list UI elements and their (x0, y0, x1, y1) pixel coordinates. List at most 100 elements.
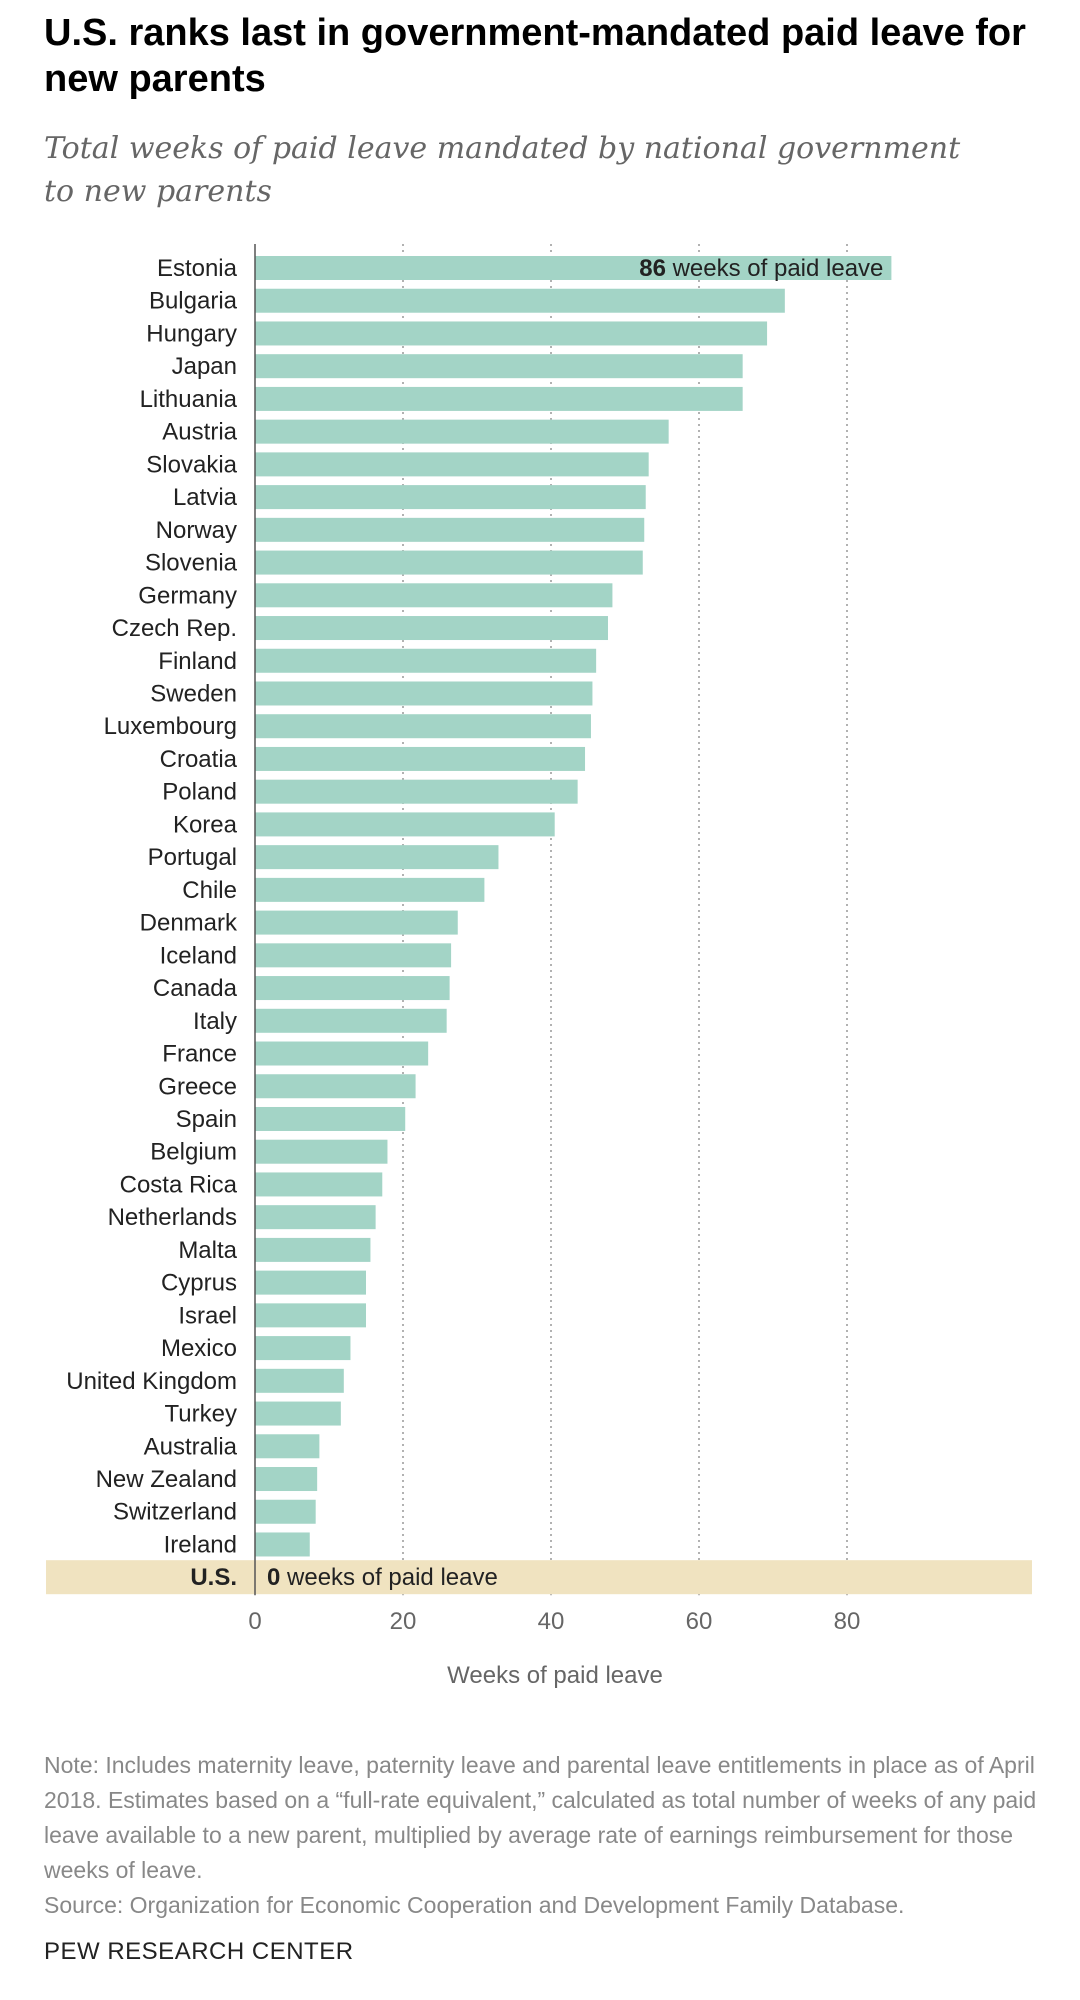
category-label-chile: Chile (182, 877, 237, 904)
annotation-text-u-s: weeks of paid leave (280, 1564, 497, 1591)
category-label-u-s: U.S. (190, 1564, 237, 1591)
x-axis-title: Weeks of paid leave (447, 1662, 663, 1689)
bar-mexico (255, 1336, 351, 1361)
bar-israel (255, 1303, 366, 1328)
bar-croatia (255, 746, 586, 771)
category-label-korea: Korea (173, 811, 238, 838)
bar-finland (255, 648, 597, 673)
category-label-france: France (162, 1041, 237, 1068)
bar-latvia (255, 485, 646, 510)
bar-denmark (255, 910, 458, 935)
bar-slovenia (255, 550, 643, 575)
bar-norway (255, 517, 645, 542)
category-label-poland: Poland (162, 779, 237, 806)
bar-korea (255, 812, 555, 837)
bars (255, 256, 892, 1557)
category-label-italy: Italy (193, 1008, 237, 1035)
bar-estonia (255, 256, 892, 280)
bar-iceland (255, 943, 452, 968)
category-label-slovakia: Slovakia (146, 451, 237, 478)
annotation-value-u-s: 0 (267, 1564, 280, 1591)
category-label-cyprus: Cyprus (161, 1270, 237, 1297)
bar-france (255, 1041, 429, 1066)
category-label-sweden: Sweden (150, 680, 237, 707)
annotation-text-estonia: weeks of paid leave (666, 255, 883, 282)
bar-malta (255, 1237, 371, 1262)
bar-canada (255, 976, 450, 1001)
x-tick-label-80: 80 (834, 1608, 861, 1635)
bar-spain (255, 1106, 406, 1131)
x-tick-label-0: 0 (248, 1608, 261, 1635)
bar-belgium (255, 1139, 388, 1164)
category-label-slovenia: Slovenia (145, 550, 238, 577)
bar-slovakia (255, 452, 649, 477)
bar-costa-rica (255, 1172, 383, 1197)
category-label-lithuania: Lithuania (140, 386, 238, 413)
chart-note: Note: Includes maternity leave, paternit… (44, 1752, 1037, 1883)
bar-new-zealand (255, 1467, 318, 1492)
bar-united-kingdom (255, 1368, 344, 1393)
category-label-bulgaria: Bulgaria (149, 288, 238, 315)
bar-italy (255, 1008, 447, 1033)
category-label-croatia: Croatia (160, 746, 238, 773)
bar-czech-rep (255, 616, 608, 641)
bar-switzerland (255, 1499, 316, 1524)
x-axis-ticks: 0 20 40 60 80 (248, 1608, 860, 1635)
bar-australia (255, 1434, 320, 1459)
category-label-netherlands: Netherlands (108, 1204, 237, 1231)
category-label-finland: Finland (158, 648, 237, 675)
category-label-czech-rep: Czech Rep. (112, 615, 237, 642)
x-tick-label-20: 20 (390, 1608, 417, 1635)
bar-germany (255, 583, 613, 608)
category-label-turkey: Turkey (165, 1401, 237, 1428)
bar-poland (255, 779, 578, 804)
bar-japan (255, 354, 743, 379)
bar-greece (255, 1074, 416, 1099)
x-tick-label-40: 40 (538, 1608, 565, 1635)
category-label-iceland: Iceland (160, 942, 237, 969)
bar-chart: Estonia Bulgaria Hungary Japan Lithuania Aust… (46, 244, 1032, 1689)
category-label-canada: Canada (153, 975, 238, 1002)
bar-bulgaria (255, 288, 785, 313)
highlight-band-layer (46, 1560, 1032, 1595)
bar-netherlands (255, 1205, 376, 1230)
category-labels: Estonia Bulgaria Hungary Japan Lithuania Aust… (66, 255, 238, 1591)
chart-source: Source: Organization for Economic Cooper… (44, 1892, 905, 1918)
bar-turkey (255, 1401, 341, 1426)
category-label-spain: Spain (176, 1106, 237, 1133)
annotations: 86 weeks of paid leave 0 weeks of paid le… (267, 255, 883, 1591)
category-label-switzerland: Switzerland (113, 1499, 237, 1526)
category-label-portugal: Portugal (148, 844, 237, 871)
annotation-estonia: 86 weeks of paid leave (639, 255, 883, 282)
category-label-israel: Israel (178, 1302, 237, 1329)
category-label-japan: Japan (172, 353, 237, 380)
bar-chile (255, 877, 485, 902)
bar-hungary (255, 321, 768, 346)
category-label-greece: Greece (158, 1073, 237, 1100)
category-label-new-zealand: New Zealand (96, 1466, 237, 1493)
category-label-belgium: Belgium (150, 1139, 237, 1166)
category-label-estonia: Estonia (157, 255, 238, 282)
category-label-mexico: Mexico (161, 1335, 237, 1362)
chart-subtitle: Total weeks of paid leave mandated by na… (44, 131, 961, 209)
category-label-hungary: Hungary (146, 320, 237, 347)
bar-lithuania (255, 386, 743, 411)
brand-logo-text: PEW RESEARCH CENTER (44, 1938, 354, 1965)
bar-ireland (255, 1532, 310, 1557)
bar-austria (255, 419, 669, 444)
chart-title: U.S. ranks last in government-mandated p… (44, 12, 1026, 100)
x-tick-label-60: 60 (686, 1608, 713, 1635)
category-label-ireland: Ireland (164, 1531, 237, 1558)
category-label-denmark: Denmark (140, 910, 238, 937)
category-label-costa-rica: Costa Rica (120, 1171, 238, 1198)
category-label-norway: Norway (156, 517, 237, 544)
bar-portugal (255, 845, 499, 870)
bar-cyprus (255, 1270, 366, 1295)
category-label-united-kingdom: United Kingdom (66, 1368, 237, 1395)
category-label-latvia: Latvia (173, 484, 238, 511)
category-label-austria: Austria (162, 419, 237, 446)
annotation-u-s: 0 weeks of paid leave (267, 1564, 498, 1591)
bar-luxembourg (255, 714, 591, 739)
footer: Note: Includes maternity leave, paternit… (44, 1748, 1044, 1923)
category-label-malta: Malta (178, 1237, 237, 1264)
